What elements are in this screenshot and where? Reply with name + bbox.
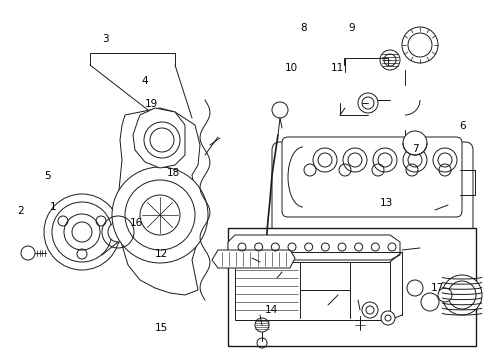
Circle shape	[271, 102, 287, 118]
Circle shape	[447, 281, 475, 309]
Circle shape	[437, 288, 451, 302]
Circle shape	[380, 311, 394, 325]
Circle shape	[372, 148, 396, 172]
Polygon shape	[118, 108, 200, 295]
FancyBboxPatch shape	[282, 137, 461, 217]
Text: 7: 7	[411, 144, 418, 154]
Circle shape	[379, 50, 399, 70]
Circle shape	[441, 275, 481, 315]
Circle shape	[342, 148, 366, 172]
Polygon shape	[235, 262, 389, 320]
Circle shape	[402, 148, 426, 172]
Text: 10: 10	[284, 63, 297, 73]
Text: 13: 13	[379, 198, 392, 208]
Text: 14: 14	[264, 305, 278, 315]
Circle shape	[432, 148, 456, 172]
Circle shape	[312, 148, 336, 172]
Text: 6: 6	[458, 121, 465, 131]
Circle shape	[357, 93, 377, 113]
Text: 9: 9	[348, 23, 355, 33]
Text: 18: 18	[166, 168, 180, 178]
Polygon shape	[133, 108, 184, 168]
Circle shape	[361, 302, 377, 318]
Circle shape	[420, 293, 438, 311]
Circle shape	[72, 222, 92, 242]
Text: 3: 3	[102, 34, 108, 44]
Text: 2: 2	[17, 206, 24, 216]
Circle shape	[108, 222, 128, 242]
Circle shape	[52, 202, 112, 262]
Text: 17: 17	[430, 283, 444, 293]
Circle shape	[406, 280, 422, 296]
Text: 19: 19	[144, 99, 158, 109]
Text: 8: 8	[299, 23, 306, 33]
Circle shape	[44, 194, 120, 270]
Circle shape	[143, 122, 180, 158]
Text: 16: 16	[130, 218, 143, 228]
Bar	[227, 228, 475, 346]
Text: 4: 4	[141, 76, 147, 86]
Text: 12: 12	[154, 249, 168, 259]
Circle shape	[407, 33, 431, 57]
Text: 1: 1	[49, 202, 56, 212]
Circle shape	[401, 27, 437, 63]
Text: 11: 11	[330, 63, 344, 73]
Polygon shape	[212, 250, 294, 268]
Text: 5: 5	[44, 171, 51, 181]
Text: 15: 15	[154, 323, 168, 333]
Circle shape	[112, 167, 207, 263]
Circle shape	[402, 131, 426, 155]
Polygon shape	[227, 235, 399, 260]
